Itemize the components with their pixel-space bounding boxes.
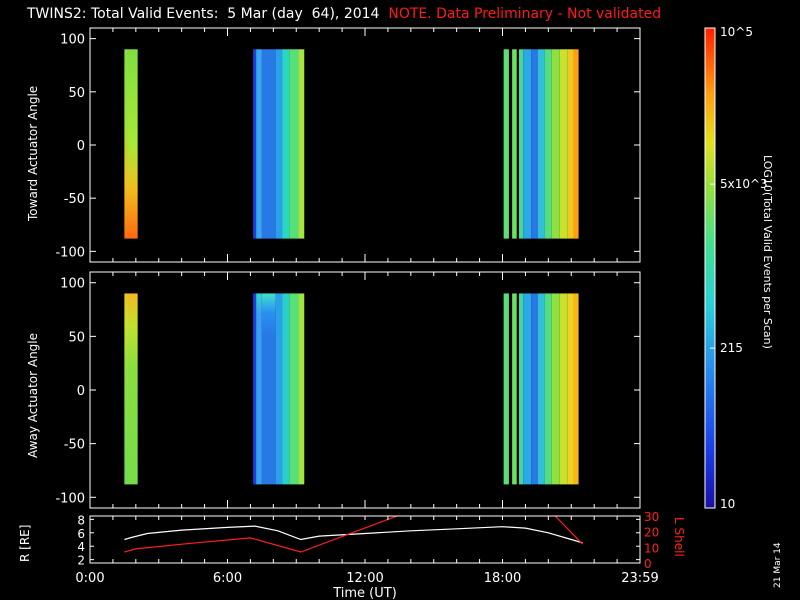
- heatmap-band: [559, 49, 568, 239]
- y-tick-label: 50: [68, 86, 85, 101]
- colorbar-tick-label: 10: [720, 497, 735, 511]
- y-tick-label: -50: [64, 192, 85, 207]
- y-tick-label: 2: [77, 554, 85, 568]
- y-tick-label: 6: [77, 527, 85, 541]
- toward-ylabel: Toward Actuator Angle: [26, 85, 40, 221]
- y-tick-label: -100: [55, 491, 85, 506]
- heatmap-band: [567, 293, 574, 485]
- y-tick-label: 8: [77, 513, 85, 527]
- heatmap-band: [573, 293, 579, 485]
- heatmap-band: [551, 293, 560, 485]
- heatmap-band: [289, 49, 299, 239]
- series-line: [554, 515, 584, 545]
- y2-tick-label: 0: [644, 557, 652, 571]
- heatmap-band: [253, 293, 257, 485]
- x-axis-label: Time (UT): [332, 586, 397, 600]
- y-tick-label: 100: [60, 33, 85, 48]
- series-line: [124, 515, 398, 553]
- heatmap-band: [551, 49, 560, 239]
- heatmap-band: [519, 49, 524, 239]
- heatmap-band: [253, 49, 257, 239]
- y-tick-label: -100: [55, 245, 85, 260]
- heatmap-band: [523, 49, 532, 239]
- orbit-ylabel: R [RE]: [18, 524, 32, 562]
- heatmap-band: [261, 49, 276, 239]
- heatmap-band: [531, 293, 539, 485]
- x-tick-label: 6:00: [213, 571, 242, 586]
- x-axis-labels: 0:00 6:00 12:00 18:00 23:59 Time (UT): [75, 571, 658, 600]
- colorbar-tick-label: 215: [720, 341, 743, 355]
- heatmap-band: [124, 49, 129, 239]
- heatmap-band: [512, 49, 517, 239]
- heatmap-band: [519, 293, 524, 485]
- y2-tick-label: 20: [644, 526, 659, 540]
- orbit-y2label: L Shell: [672, 517, 686, 557]
- heatmap-band: [567, 49, 574, 239]
- title-main: TWINS2: Total Valid Events: 5 Mar (day 6…: [27, 6, 380, 22]
- y-tick-label: 4: [77, 540, 85, 554]
- y2-tick-label: 30: [644, 510, 659, 524]
- heatmap-band: [538, 293, 545, 485]
- heatmap-band: [261, 293, 276, 485]
- y-tick-label: 50: [68, 330, 85, 345]
- x-tick-label: 0:00: [75, 571, 104, 586]
- y-tick-label: 100: [60, 277, 85, 292]
- y2-tick-label: 10: [644, 541, 659, 555]
- heatmap-band: [124, 293, 129, 485]
- heatmap-band: [538, 49, 545, 239]
- heatmap-band: [128, 49, 138, 239]
- colorbar-scale: [704, 27, 716, 509]
- heatmap-band: [282, 49, 290, 239]
- panel-frame: [89, 515, 641, 564]
- y-tick-label: 0: [77, 384, 85, 399]
- heatmap-band: [256, 49, 262, 239]
- panel-away: -100 -50 0 50 100: [55, 271, 641, 509]
- colorbar: 10 215 5x10^3 10^5: [704, 25, 768, 511]
- heatmap-band: [523, 293, 532, 485]
- heatmap-band: [559, 293, 568, 485]
- x-tick-label: 18:00: [484, 571, 521, 586]
- heatmap-band: [289, 293, 299, 485]
- heatmap-band: [544, 49, 552, 239]
- heatmap-band: [275, 293, 283, 485]
- panel-toward: -100 -50 0 50 100: [55, 27, 641, 263]
- heatmap-band: [512, 293, 517, 485]
- date-stamp: 21 Mar 14: [773, 542, 783, 588]
- heatmap-band: [531, 49, 539, 239]
- colorbar-label: LOG10(Total Valid Events per Scan): [761, 155, 774, 349]
- y-tick-label: 0: [77, 139, 85, 154]
- series-line: [124, 525, 583, 544]
- heatmap-band: [298, 49, 305, 239]
- heatmap-band: [128, 293, 138, 485]
- title-note: NOTE. Data Preliminary - Not validated: [388, 6, 662, 22]
- away-ylabel: Away Actuator Angle: [26, 332, 40, 458]
- heatmap-band: [298, 293, 305, 485]
- chart-title: TWINS2: Total Valid Events: 5 Mar (day 6…: [27, 6, 661, 22]
- heatmap-band: [256, 293, 262, 485]
- heatmap-band: [544, 293, 552, 485]
- heatmap-band: [503, 49, 509, 239]
- heatmap-band: [573, 49, 579, 239]
- colorbar-tick-label: 10^5: [720, 25, 753, 39]
- x-tick-label: 23:59: [621, 571, 658, 586]
- heatmap-band: [282, 293, 290, 485]
- colorbar-tick-label: 5x10^3: [720, 177, 768, 191]
- heatmap-band: [503, 293, 509, 485]
- x-tick-label: 12:00: [346, 571, 383, 586]
- y-tick-label: -50: [64, 438, 85, 453]
- heatmap-band: [275, 49, 283, 239]
